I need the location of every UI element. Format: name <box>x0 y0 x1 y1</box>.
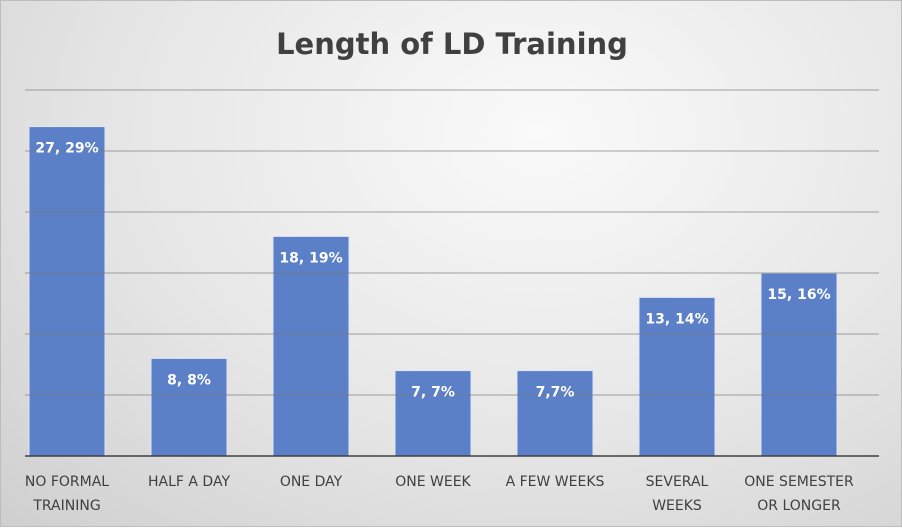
x-tick-label-0-1: TRAINING <box>32 498 100 514</box>
bar-5 <box>638 296 716 457</box>
x-tick-label-4-0: A FEW WEEKS <box>506 474 605 490</box>
data-label-3: 7, 7% <box>411 385 455 401</box>
data-label-6: 15, 16% <box>767 287 830 303</box>
x-tick-label-5-1: WEEKS <box>652 498 702 514</box>
x-tick-label-6-1: OR LONGER <box>757 498 841 514</box>
bar-0 <box>28 126 106 457</box>
bar-1 <box>150 357 228 457</box>
data-label-5: 13, 14% <box>645 311 708 327</box>
bar-4 <box>516 370 594 457</box>
chart-title: Length of LD Training <box>276 27 628 61</box>
bar-2 <box>272 235 350 457</box>
bar-3 <box>394 370 472 457</box>
x-tick-label-1-0: HALF A DAY <box>148 474 230 490</box>
bar-6 <box>760 272 838 457</box>
data-label-4: 7,7% <box>536 385 575 401</box>
x-tick-label-2-0: ONE DAY <box>280 474 343 490</box>
data-label-2: 18, 19% <box>279 250 342 266</box>
x-tick-label-5-0: SEVERAL <box>646 474 709 490</box>
data-label-0: 27, 29% <box>35 141 98 157</box>
x-tick-label-3-0: ONE WEEK <box>395 474 471 490</box>
x-tick-label-0-0: NO FORMAL <box>25 474 109 490</box>
x-tick-label-6-0: ONE SEMESTER <box>744 474 854 490</box>
data-label-1: 8, 8% <box>167 372 211 388</box>
